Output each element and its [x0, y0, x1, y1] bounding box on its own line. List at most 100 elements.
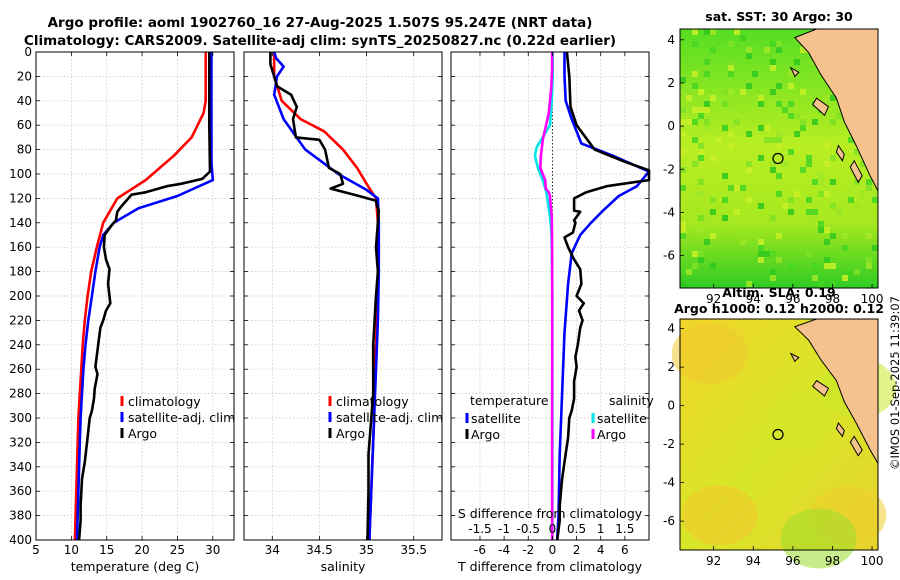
- y-tick-label: -4: [663, 205, 675, 219]
- x-tick-label: 4: [597, 543, 605, 557]
- sst-pixel: [710, 155, 716, 161]
- sst-pixel: [698, 155, 704, 161]
- sst-pixel: [704, 29, 710, 35]
- y-tick-label: 40: [17, 94, 32, 108]
- sst_map-frame: [679, 28, 879, 289]
- sst-pixel: [728, 131, 734, 137]
- sst-pixel: [728, 221, 734, 227]
- sst-pixel: [698, 113, 704, 119]
- sst-pixel: [866, 185, 872, 191]
- sst-pixel: [746, 281, 752, 287]
- sla_map-frame: [679, 318, 879, 551]
- legend-label-satellite-adj-clim: satellite-adj. clim: [336, 410, 443, 425]
- series-argo: [77, 52, 212, 541]
- sst-pixel: [866, 257, 872, 263]
- y-tick-label: 200: [9, 289, 32, 303]
- y-tick-label: 120: [9, 191, 32, 205]
- sst-pixel: [758, 257, 764, 263]
- top-tick-label: 1.5: [615, 522, 634, 536]
- x-tick-label: 98: [825, 292, 840, 306]
- sst-pixel: [704, 215, 710, 221]
- sst-pixel: [680, 233, 686, 239]
- sst-pixel: [692, 119, 698, 125]
- sst-pixel: [872, 245, 878, 251]
- sst-pixel: [824, 95, 830, 101]
- legend-label-s-argo: Argo: [597, 427, 626, 442]
- sst-pixel: [812, 209, 818, 215]
- y-tick-label: 180: [9, 265, 32, 279]
- temperature-panel: 5 10 15 20 25 30 temperature (deg C) 0 20 40 60 80 1…: [9, 45, 235, 574]
- sst-pixel: [710, 95, 716, 101]
- sst-pixel: [746, 131, 752, 137]
- sst-pixel: [794, 59, 800, 65]
- sst-pixel: [704, 65, 710, 71]
- sst-pixel: [764, 47, 770, 53]
- sst-pixel: [776, 257, 782, 263]
- sst-pixel: [740, 185, 746, 191]
- sst-pixel: [746, 77, 752, 83]
- sst-pixel: [812, 275, 818, 281]
- sst-pixel: [788, 71, 794, 77]
- y-tick-label: 80: [17, 143, 32, 157]
- series-argo: [269, 52, 381, 541]
- land-island: [849, 159, 863, 184]
- sst-pixel: [692, 29, 698, 35]
- series-t-satellite: [555, 52, 651, 541]
- map-title-line2: Argo h1000: 0.12 h2000: 0.12: [674, 301, 884, 316]
- sst-pixel: [704, 101, 710, 107]
- legend-label-climatology: climatology: [128, 394, 201, 409]
- legend-label-satellite-adj-clim: satellite-adj. clim: [128, 410, 235, 425]
- sst-pixel: [692, 83, 698, 89]
- y-tick-label: 2: [667, 76, 675, 90]
- sst-pixel: [716, 137, 722, 143]
- top-tick-label: 1: [597, 522, 605, 536]
- x-tick-label: 25: [170, 543, 185, 557]
- sst-pixel: [854, 149, 860, 155]
- sst-pixel: [776, 143, 782, 149]
- sst-pixel: [788, 83, 794, 89]
- sst-pixel: [800, 47, 806, 53]
- sst-pixel: [842, 233, 848, 239]
- y-tick-label: 380: [9, 509, 32, 523]
- x-tick-label: 34.5: [306, 543, 333, 557]
- sst-pixel: [698, 251, 704, 257]
- sst-pixel: [686, 269, 692, 275]
- figure-title-line1: Argo profile: aoml 1902760_16 27-Aug-202…: [47, 15, 593, 31]
- x-axis-label: salinity: [321, 559, 366, 574]
- x-tick-label: 98: [825, 554, 840, 568]
- top-tick-label: -0.5: [517, 522, 540, 536]
- sst-pixel: [764, 251, 770, 257]
- sst-pixel: [770, 167, 776, 173]
- series-satellite-adj-clim: [75, 52, 215, 541]
- y-tick-label: -4: [663, 476, 675, 490]
- sst-pixel: [770, 269, 776, 275]
- difference-panel: -6 -4 -2 0 2 4 6 T difference from climatology t…: [450, 51, 654, 574]
- y-tick-label: 0: [667, 119, 675, 133]
- sst-pixel: [800, 119, 806, 125]
- x-tick-label: 0: [549, 543, 557, 557]
- sst-pixel: [680, 221, 686, 227]
- sst-pixel: [776, 41, 782, 47]
- sst-pixel: [806, 209, 812, 215]
- sst-pixel: [830, 95, 836, 101]
- x-tick-label: 6: [621, 543, 629, 557]
- sst-pixel: [806, 161, 812, 167]
- y-tick-label: -6: [663, 514, 675, 528]
- sst-pixel: [692, 107, 698, 113]
- y-tick-label: 300: [9, 411, 32, 425]
- sst-pixel: [704, 239, 710, 245]
- land-island: [835, 421, 845, 438]
- sst-pixel: [680, 83, 686, 89]
- x-tick-label: -2: [522, 543, 534, 557]
- map-title: sat. SST: 30 Argo: 30: [705, 9, 853, 24]
- y-tick-label: -2: [663, 437, 675, 451]
- y-tick-label: 360: [9, 484, 32, 498]
- sst-pixel: [698, 89, 704, 95]
- sst-pixel: [866, 263, 872, 269]
- sst-pixel: [740, 89, 746, 95]
- sst-pixel: [860, 191, 866, 197]
- sst-pixel: [722, 89, 728, 95]
- sst-pixel: [746, 197, 752, 203]
- y-tick-label: 280: [9, 387, 32, 401]
- sst-pixel: [824, 227, 830, 233]
